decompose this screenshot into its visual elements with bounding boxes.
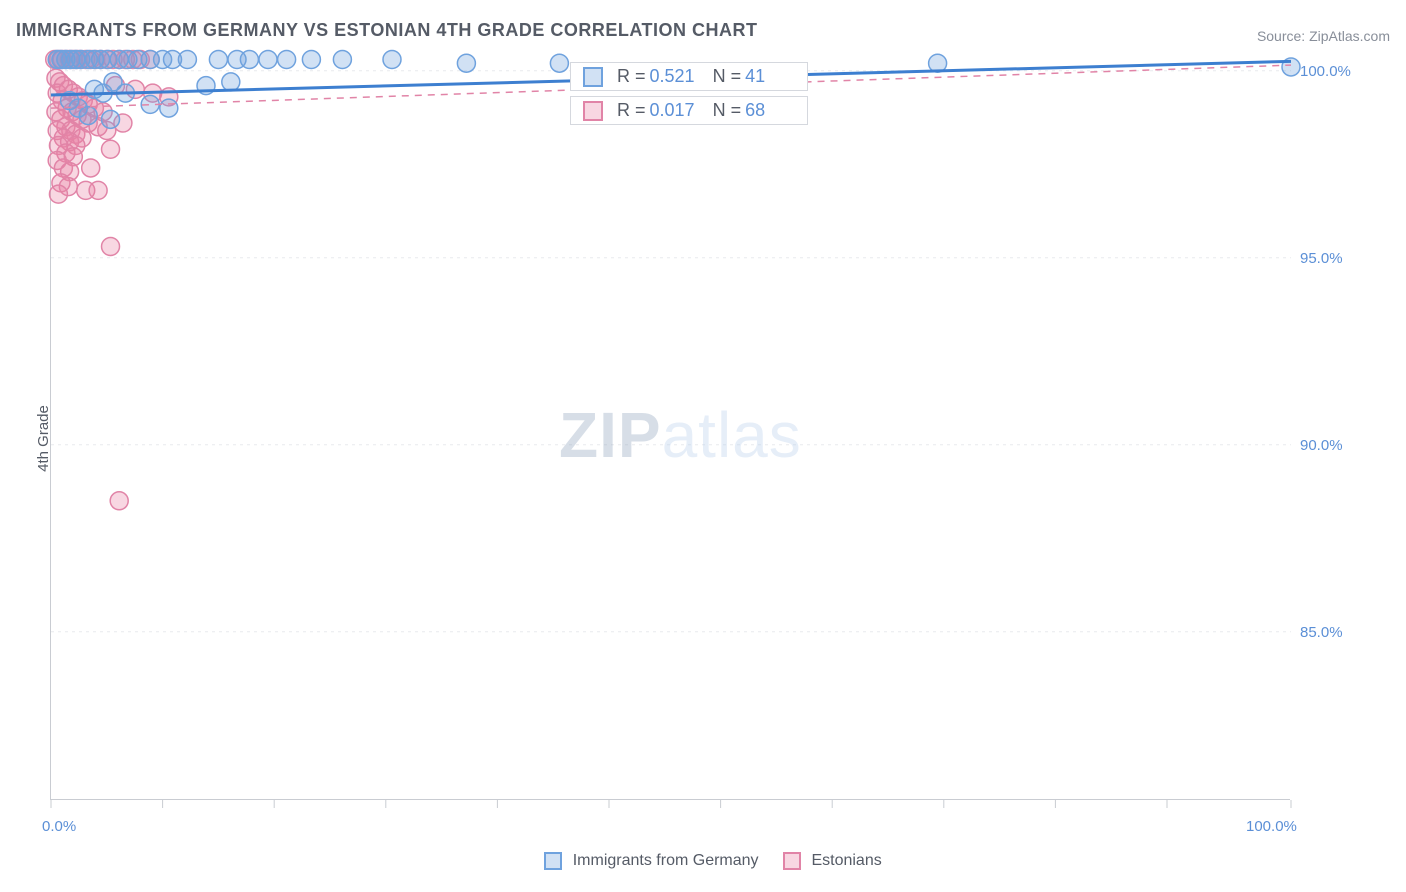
legend-bottom: Immigrants from Germany Estonians (0, 852, 1406, 870)
stat-swatch (583, 67, 603, 87)
stat-row: R = 0.017 N = 68 (570, 96, 808, 125)
legend-label-germany: Immigrants from Germany (573, 852, 759, 869)
stat-r-label: R = (617, 66, 646, 87)
ytick-label: 90.0% (1300, 437, 1343, 454)
legend-label-estonians: Estonians (811, 852, 881, 869)
legend-swatch-germany (544, 852, 562, 870)
stat-n-label: N = (713, 66, 742, 87)
stat-n-label: N = (713, 100, 742, 121)
xtick-label: 0.0% (42, 818, 76, 835)
stat-r-value: 0.521 (650, 66, 695, 87)
legend-swatch-estonians (783, 852, 801, 870)
ytick-label: 95.0% (1300, 250, 1343, 267)
source-label: Source: ZipAtlas.com (1257, 28, 1390, 44)
stat-row: R = 0.521 N = 41 (570, 62, 808, 91)
scatter-svg (51, 52, 1291, 800)
stat-r-value: 0.017 (650, 100, 695, 121)
stat-n-value: 68 (745, 100, 765, 121)
plot-area: ZIPatlas (50, 52, 1290, 800)
chart-title: IMMIGRANTS FROM GERMANY VS ESTONIAN 4TH … (16, 20, 758, 41)
stat-n-value: 41 (745, 66, 765, 87)
stat-r-label: R = (617, 100, 646, 121)
stat-swatch (583, 101, 603, 121)
xtick-label: 100.0% (1246, 818, 1297, 835)
ytick-label: 85.0% (1300, 624, 1343, 641)
ytick-label: 100.0% (1300, 63, 1351, 80)
